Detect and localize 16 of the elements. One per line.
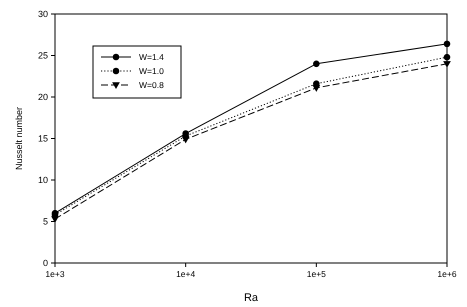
y-tick-label: 10	[38, 175, 48, 186]
y-tick-label: 0	[42, 258, 48, 268]
y-tick-label: 25	[38, 50, 48, 61]
x-tick-label: 1e+3	[45, 269, 65, 279]
legend-label: W=1.4	[139, 52, 164, 62]
y-tick-label: 30	[38, 9, 48, 20]
x-axis-title: Ra	[244, 292, 259, 304]
y-tick-label: 15	[38, 134, 48, 144]
y-tick-label: 5	[42, 216, 48, 227]
y-axis-title: Nusselt number	[14, 106, 24, 170]
y-tick-label: 20	[38, 92, 48, 102]
legend-label: W=0.8	[139, 80, 164, 90]
x-tick-label: 1e+6	[437, 269, 457, 279]
x-tick-label: 1e+4	[176, 269, 196, 279]
legend-label: W=1.0	[139, 66, 164, 76]
x-tick-label: 1e+5	[306, 269, 326, 279]
